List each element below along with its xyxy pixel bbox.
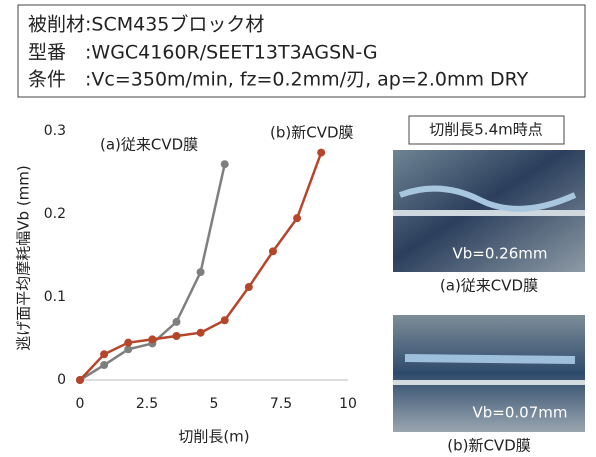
header-box: [17, 4, 586, 98]
data-point: [196, 268, 205, 277]
photo-wear: [404, 354, 576, 364]
data-point: [268, 247, 277, 256]
photo-vb: Vb=0.07mm: [473, 404, 568, 422]
y-tick-label: 0.2: [44, 206, 66, 222]
data-point: [124, 338, 133, 347]
photo-edge: [393, 210, 585, 216]
series-label: (a)従来CVD膜: [100, 136, 198, 154]
data-point: [244, 283, 253, 292]
data-point: [148, 335, 157, 344]
y-tick-label: 0.1: [44, 289, 66, 305]
data-point: [220, 316, 229, 325]
x-tick-label: 10: [339, 396, 357, 412]
series-label: (b)新CVD膜: [270, 124, 354, 142]
y-tick-label: 0: [57, 372, 66, 388]
data-point: [293, 214, 302, 223]
x-axis-label: 切削長(m): [178, 428, 249, 446]
y-axis-label: 逃げ面平均摩耗幅Vb (mm): [15, 165, 33, 350]
data-point: [124, 345, 133, 354]
data-point: [220, 160, 229, 169]
photo-title: 切削長5.4m時点: [429, 121, 542, 139]
x-tick-label: 0: [76, 396, 85, 412]
photo-wear: [398, 185, 577, 212]
data-point: [196, 328, 205, 337]
photo: [393, 315, 585, 432]
series-line: [79, 152, 323, 381]
photo-vb: Vb=0.26mm: [453, 245, 548, 263]
x-tick-label: 2.5: [136, 396, 158, 412]
y-tick-label: 0.3: [44, 123, 66, 139]
data-point: [172, 317, 181, 326]
header-line: 条件 :Vc=350m/min, fz=0.2mm/刃, ap=2.0mm DR…: [28, 69, 529, 91]
data-point: [100, 350, 109, 359]
photo-edge: [393, 380, 585, 385]
x-tick-label: 7.5: [270, 396, 292, 412]
header-line: 被削材:SCM435ブロック材: [28, 13, 264, 36]
photo-title-box: [408, 115, 565, 145]
data-point: [76, 376, 84, 384]
photo-caption: (b)新CVD膜: [447, 437, 531, 455]
header-line: 型番 :WGC4160R/SEET13T3AGSN-G: [28, 42, 378, 64]
x-tick-label: 5: [210, 396, 219, 412]
data-point: [317, 148, 326, 157]
data-point: [100, 361, 109, 370]
photo-caption: (a)従来CVD膜: [440, 277, 538, 295]
data-point: [172, 332, 181, 341]
